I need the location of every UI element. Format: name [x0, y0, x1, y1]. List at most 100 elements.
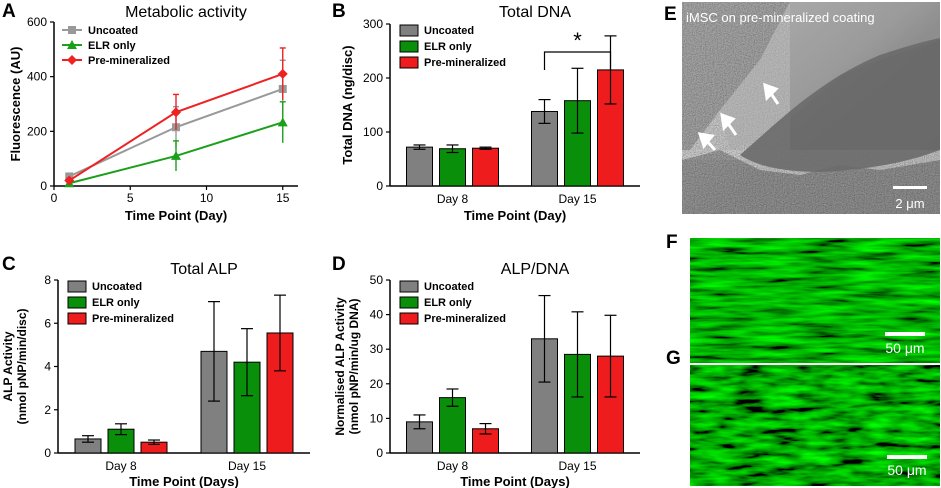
x-axis-label: Time Point (Days): [460, 474, 570, 488]
y-axis-label-units: (nmol pNP/min/ug DNA): [347, 299, 361, 435]
x-tick-label: Day 8: [105, 459, 137, 473]
legend-marker: [67, 40, 77, 49]
y-tick-label: 6: [44, 316, 51, 330]
data-point: [171, 107, 181, 118]
fluorescence-image-f: 50 μm: [690, 238, 940, 363]
legend-label: ELR only: [88, 40, 137, 52]
legend-label: Uncoated: [88, 25, 138, 37]
bar: [406, 146, 433, 187]
legend-label: ELR only: [424, 41, 473, 53]
y-axis-label: ALP Activity: [1, 331, 15, 401]
y-tick-label: 8: [44, 273, 51, 287]
y-tick-label: 0: [40, 179, 47, 193]
legend-label: ELR only: [424, 297, 473, 309]
arrow-icon: [697, 82, 780, 152]
scale-bar: [887, 455, 927, 459]
data-point: [277, 68, 288, 79]
legend-swatch: [67, 280, 87, 293]
significance-marker: *: [573, 28, 582, 53]
bar: [439, 397, 466, 454]
y-tick-label: 10: [370, 411, 384, 425]
panel-label-d: D: [332, 254, 346, 275]
chart-title: Total ALP: [170, 261, 238, 278]
panel-label-b: B: [332, 1, 346, 22]
bar: [472, 147, 499, 187]
y-tick-label: 600: [27, 15, 47, 29]
y-tick-label: 0: [44, 446, 51, 460]
x-tick-label: 15: [276, 191, 290, 205]
x-axis-label: Time Point (Days): [129, 474, 239, 488]
significance-bracket: [543, 51, 612, 70]
x-tick-label: Day 15: [558, 192, 596, 206]
legend-label: Uncoated: [92, 281, 142, 293]
legend-swatch: [67, 312, 87, 325]
scale-bar-label: 50 μm: [885, 340, 924, 356]
y-tick-label: 2: [44, 403, 51, 417]
legend-label: Pre-mineralized: [424, 57, 506, 69]
y-tick-label: 30: [370, 342, 384, 356]
y-tick-label: 200: [27, 124, 47, 138]
legend-label: ELR only: [92, 297, 141, 309]
legend-swatch: [67, 296, 87, 309]
legend-swatch: [399, 312, 419, 325]
y-axis-label-units: (nmol pNP/min/disc): [15, 308, 29, 424]
y-tick-label: 20: [370, 377, 384, 391]
legend-swatch: [399, 40, 419, 53]
panel-label-g: G: [666, 348, 681, 369]
bar: [439, 148, 466, 187]
chart-title: Metabolic activity: [125, 4, 247, 21]
sem-image-panel: iMSC on pre-mineralized coating 2 μm: [682, 2, 940, 214]
legend-label: Pre-mineralized: [88, 55, 170, 67]
x-tick-label: Day 8: [437, 192, 469, 206]
scale-bar-label: 2 μm: [895, 196, 924, 211]
scale-bar-label: 50 μm: [887, 462, 926, 478]
y-tick-label: 200: [363, 71, 383, 85]
y-tick-label: 400: [27, 70, 47, 84]
x-tick-label: Day 15: [228, 459, 266, 473]
x-tick-label: 0: [51, 191, 58, 205]
legend-label: Pre-mineralized: [92, 313, 174, 325]
y-tick-label: 0: [376, 446, 383, 460]
chart-metabolic-activity: Metabolic activity 0 200 400 600 0 5 10 15 Time P…: [8, 4, 298, 223]
x-tick-label: Day 8: [437, 459, 469, 473]
legend-label: Uncoated: [424, 25, 474, 37]
legend-marker: [68, 26, 76, 34]
x-tick-label: 5: [127, 191, 134, 205]
legend-label: Uncoated: [424, 281, 474, 293]
legend-marker: [67, 55, 77, 65]
data-point: [171, 150, 181, 160]
x-tick-label: Day 15: [558, 459, 596, 473]
data-point: [64, 175, 75, 186]
y-tick-label: 4: [44, 360, 51, 374]
legend-swatch: [399, 296, 419, 309]
legend-swatch: [399, 24, 419, 37]
panel-label-c: C: [2, 254, 16, 275]
panel-label-f: F: [666, 232, 678, 253]
x-axis-label: Time Point (Day): [464, 208, 566, 223]
x-tick-label: 10: [200, 191, 214, 205]
chart-title: Total DNA: [499, 4, 571, 21]
chart-total-dna: Total DNA 0 100 200 300 Day 8 Day 15 Time Point…: [340, 4, 640, 223]
fluorescence-image-g: 50 μm: [690, 365, 940, 486]
data-point: [277, 117, 288, 127]
y-tick-label: 300: [363, 17, 383, 31]
legend-label: Pre-mineralized: [424, 313, 506, 325]
y-tick-label: 40: [370, 308, 384, 322]
x-axis-label: Time Point (Day): [125, 208, 227, 223]
legend-swatch: [399, 280, 419, 293]
chart-title: ALP/DNA: [501, 261, 570, 278]
panel-label-e: E: [664, 4, 677, 25]
panel-label-a: A: [2, 1, 16, 22]
y-axis-label: Normalised ALP Activity: [333, 297, 347, 436]
y-axis-label: Fluorescence (AU): [8, 47, 23, 162]
y-tick-label: 0: [376, 179, 383, 193]
y-tick-label: 100: [363, 125, 383, 139]
sem-caption: iMSC on pre-mineralized coating: [686, 10, 875, 25]
legend-swatch: [399, 56, 419, 69]
scale-bar: [885, 332, 925, 336]
scale-bar: [893, 186, 927, 189]
y-tick-label: 50: [370, 273, 384, 287]
